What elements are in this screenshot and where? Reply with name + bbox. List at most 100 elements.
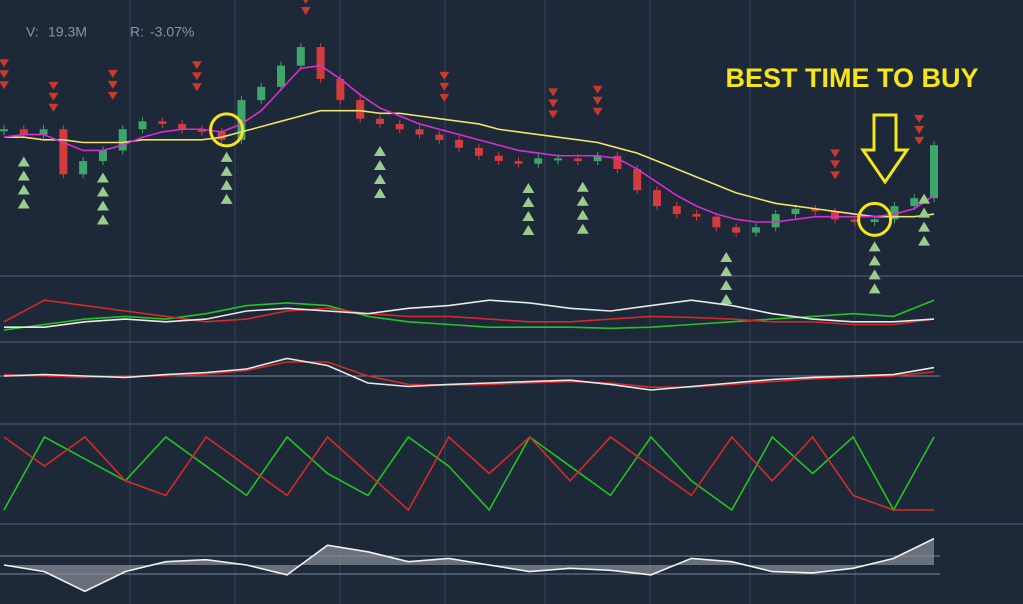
buy-signal: [96, 200, 109, 211]
candle: [415, 129, 424, 135]
buy-signal: [576, 209, 589, 220]
candle: [197, 129, 206, 132]
line: [3, 537, 935, 593]
candle: [296, 47, 305, 66]
sell-signal: [914, 136, 925, 145]
candle: [514, 161, 523, 164]
candle: [652, 190, 661, 207]
buy-signal: [868, 255, 881, 266]
candle: [435, 134, 444, 140]
buy-signal: [96, 214, 109, 225]
candle: [158, 121, 167, 124]
candle: [375, 118, 384, 124]
buy-signal: [868, 283, 881, 294]
sell-signal: [303, 0, 309, 5]
sell-signal: [830, 171, 841, 180]
line: [3, 435, 935, 512]
buy-signal: [918, 207, 931, 218]
candle: [59, 129, 68, 175]
sell-signal: [191, 61, 202, 70]
buy-signal: [220, 193, 233, 204]
buy-signal: [373, 159, 386, 170]
candle: [692, 214, 701, 217]
candle: [554, 158, 563, 161]
buy-signal: [720, 265, 733, 276]
buy-signal: [720, 251, 733, 262]
candle: [138, 121, 147, 130]
line: [3, 361, 935, 389]
buy-signal: [868, 241, 881, 252]
sell-signal: [0, 59, 9, 68]
candle: [336, 78, 345, 101]
candle: [534, 158, 543, 164]
area: [4, 538, 934, 592]
candle: [237, 100, 246, 140]
line: [3, 435, 934, 512]
buy-signal: [576, 223, 589, 234]
candle: [732, 227, 741, 233]
buy-signal: [373, 187, 386, 198]
candle: [613, 155, 622, 169]
buy-signal: [373, 173, 386, 184]
candle: [791, 208, 800, 215]
candle: [910, 198, 919, 207]
candle: [316, 47, 325, 79]
sell-signal: [107, 80, 118, 89]
return: -3.07%: [150, 24, 194, 40]
buy-signal: [522, 183, 535, 194]
line: [4, 299, 935, 329]
buy-signal: [220, 151, 233, 162]
candle: [930, 145, 938, 199]
buy-signal: [17, 170, 30, 181]
candle: [633, 169, 642, 191]
candle: [751, 227, 760, 233]
buy-signal: [720, 279, 733, 290]
sell-signal: [439, 71, 450, 80]
buy-signal: [17, 156, 30, 167]
candle: [257, 86, 266, 101]
sell-signal: [548, 99, 559, 108]
sell-signal: [548, 88, 559, 97]
buy-signal: [373, 145, 386, 156]
candle: [771, 214, 780, 228]
candle: [118, 129, 127, 151]
candle: [39, 129, 48, 135]
annotation: BEST TIME TO BUY: [725, 63, 978, 93]
sell-signal: [48, 81, 59, 90]
volume: 19.3M: [48, 24, 87, 40]
candle: [870, 219, 879, 222]
buy-signal: [576, 195, 589, 206]
sell-signal: [914, 114, 925, 123]
buy-signal: [918, 221, 931, 232]
line: [3, 299, 935, 331]
highlight: [209, 112, 245, 148]
sell-signal: [0, 81, 9, 90]
candle: [395, 123, 404, 130]
sell-signal: [107, 91, 118, 100]
sell-signal: [0, 70, 9, 79]
buy-signal: [522, 211, 535, 222]
candle: [277, 65, 286, 87]
buy-signal: [720, 293, 733, 304]
sell-signal: [300, 7, 311, 16]
sell-signal: [830, 160, 841, 169]
sell-signal: [107, 69, 118, 78]
candle: [455, 139, 464, 148]
line: [4, 109, 935, 218]
buy-signal: [96, 172, 109, 183]
candle: [890, 206, 899, 220]
return-label: R:: [130, 24, 144, 40]
sell-signal: [191, 83, 202, 92]
highlight: [857, 201, 893, 237]
candle: [573, 158, 582, 162]
candle: [356, 100, 365, 119]
volume-label: V:: [26, 24, 39, 40]
sell-signal: [191, 72, 202, 81]
buy-signal: [220, 179, 233, 190]
buy-signal: [220, 165, 233, 176]
sell-signal: [592, 107, 603, 116]
sell-signal: [439, 93, 450, 102]
sell-signal: [592, 85, 603, 94]
